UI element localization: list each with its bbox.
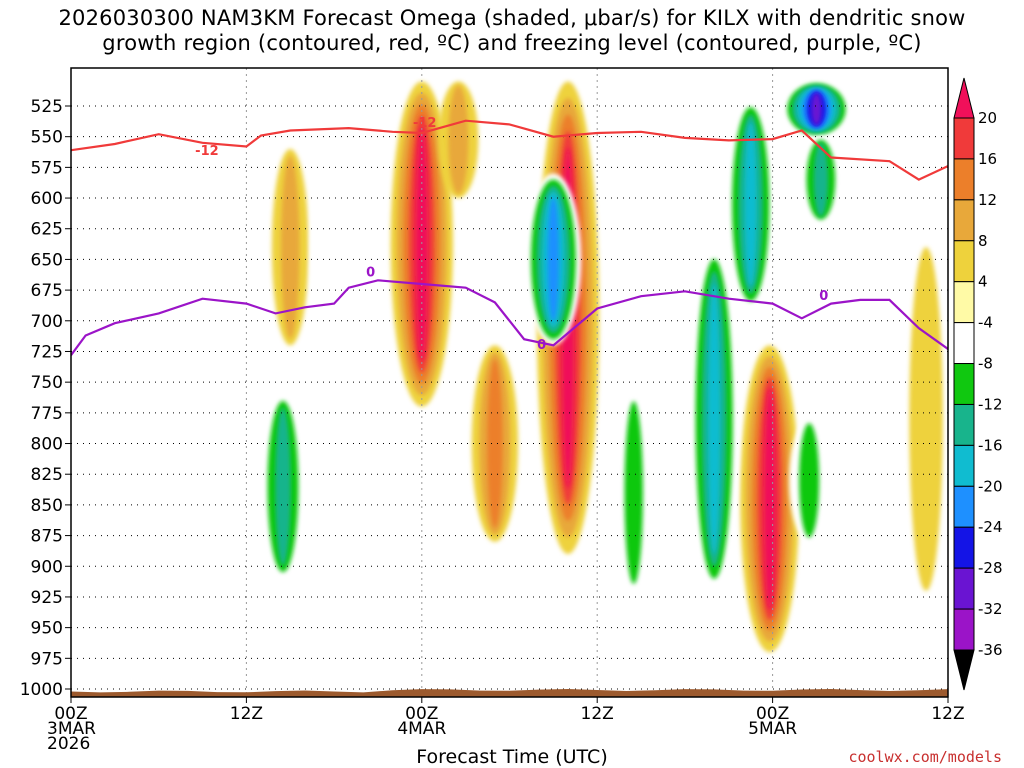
x-tick-label-12-0: 12Z [230,704,263,724]
colorbar-label--24: -24 [978,518,1003,536]
colorbar-label--36: -36 [978,641,1003,659]
contour-layer: -12 -12 0 0 0 [71,116,948,356]
omega-cell-6-level-4 [547,197,559,322]
y-tick-label-825: 825 [31,465,63,485]
colorbar-swatch-10 [953,485,975,528]
colorbar-label--32: -32 [978,600,1003,618]
terrain-surface [71,689,948,697]
colorbar-label-20: 20 [978,109,997,127]
colorbar-label-16: 16 [978,150,997,168]
fzl-label-2: 0 [537,338,546,353]
omega-cell-14-level-1 [624,401,643,584]
y-tick-label-750: 750 [31,373,63,393]
colorbar-label--20: -20 [978,477,1003,495]
x-tick-label-48-0: 00Z [756,704,789,724]
colorbar-label--28: -28 [978,559,1003,577]
y-tick-label-1000: 1000 [20,680,63,700]
y-tick-label-950: 950 [31,619,63,639]
y-tick-label-850: 850 [31,496,63,516]
colorbar-swatch-3 [953,199,975,242]
colorbar-swatch-5 [953,281,975,324]
omega-cell-5-level-1 [281,155,300,339]
x-tick-label-24-0: 00Z [405,704,438,724]
colorbar-swatch-9 [953,444,975,487]
colorbar-swatch-12 [953,567,975,610]
x-tick-label-60-0: 12Z [931,704,964,724]
x-tick-label-0-2: 2026 [47,734,90,754]
omega-cell-9-level-2 [813,142,829,217]
x-tick-label-24-1: 4MAR [397,719,446,739]
dgz-label-1: -12 [195,144,219,159]
colorbar-label-12: 12 [978,191,997,209]
x-tick-label-0-0: 00Z [54,704,87,724]
y-tick-label-550: 550 [31,128,63,148]
y-tick-label-575: 575 [31,158,63,178]
freezing-level-contour [71,279,948,356]
y-tick-label-775: 775 [31,404,63,424]
omega-cell-3-level-1 [448,85,469,194]
colorbar-swatch-8 [953,403,975,446]
y-tick-label-700: 700 [31,312,63,332]
omega-cell-11-level-0 [309,124,344,395]
surface-terrain [71,689,948,697]
omega-cell-2-level-4 [763,388,776,610]
omega-cell-15-level-0 [944,261,948,307]
y-tick-label-875: 875 [31,527,63,547]
colorbar-label--4: -4 [978,314,993,332]
y-axis: 525 550 575 600 625 650 675 700 725 750 775 800 825 8… [20,97,71,700]
omega-cell-0-level-4 [415,126,429,362]
colorbar-bottom-tip [953,649,975,691]
omega-cell-10-level-3 [707,283,721,555]
omega-cell-16-level-0 [909,247,943,591]
colorbar-label--8: -8 [978,355,993,373]
credit-link[interactable]: coolwx.com/models [848,748,1002,766]
y-tick-label-675: 675 [31,281,63,301]
y-tick-label-525: 525 [31,97,63,117]
omega-cell-4-level-2 [487,359,503,528]
fzl-label-3: 0 [819,289,828,304]
title-line-1: 2026030300 NAM3KM Forecast Omega (shaded… [58,6,966,30]
x-tick-label-36-0: 12Z [581,704,614,724]
colorbar-swatch-6 [953,322,975,365]
y-tick-label-975: 975 [31,649,63,669]
x-axis-label: Forecast Time (UTC) [416,746,608,768]
y-tick-label-625: 625 [31,220,63,240]
omega-cell-7-level-3 [744,121,757,287]
y-tick-label-650: 650 [31,250,63,270]
omega-cell-8-level-6 [811,93,822,126]
title-line-2: growth region (contoured, red, ºC) and f… [102,31,922,55]
x-tick-label-48-1: 5MAR [748,719,797,739]
colorbar-swatch-13 [953,608,975,651]
dgz-label-2: -12 [413,116,437,131]
omega-shading-layer [259,81,948,653]
colorbar-swatch-4 [953,240,975,283]
colorbar-swatch-11 [953,526,975,569]
colorbar-swatch-7 [953,363,975,405]
colorbar-label-4: 4 [978,273,988,291]
fzl-label-1: 0 [366,266,375,281]
y-tick-label-725: 725 [31,342,63,362]
colorbar-label--12: -12 [978,395,1003,413]
omega-cell-13-level-1 [799,423,820,538]
colorbar-swatch-1 [953,117,975,160]
y-tick-label-800: 800 [31,435,63,455]
colorbar-top-tip [953,77,975,119]
dgz-minus12-contour [71,119,948,181]
omega-cell-12-level-2 [275,407,291,566]
x-tick-label-0-1: 3MAR [47,719,96,739]
colorbar-label--16: -16 [978,436,1003,454]
colorbar-swatch-2 [953,158,975,201]
colorbar: 20 16 12 8 4 -4 -8 -12 -16 -20 -24 -28 -32 -36 [953,77,1003,691]
chart-title: 2026030300 NAM3KM Forecast Omega (shaded… [0,6,1024,56]
colorbar-label-8: 8 [978,232,988,250]
y-tick-label-925: 925 [31,588,63,608]
y-tick-label-600: 600 [31,189,63,209]
y-tick-label-900: 900 [31,557,63,577]
